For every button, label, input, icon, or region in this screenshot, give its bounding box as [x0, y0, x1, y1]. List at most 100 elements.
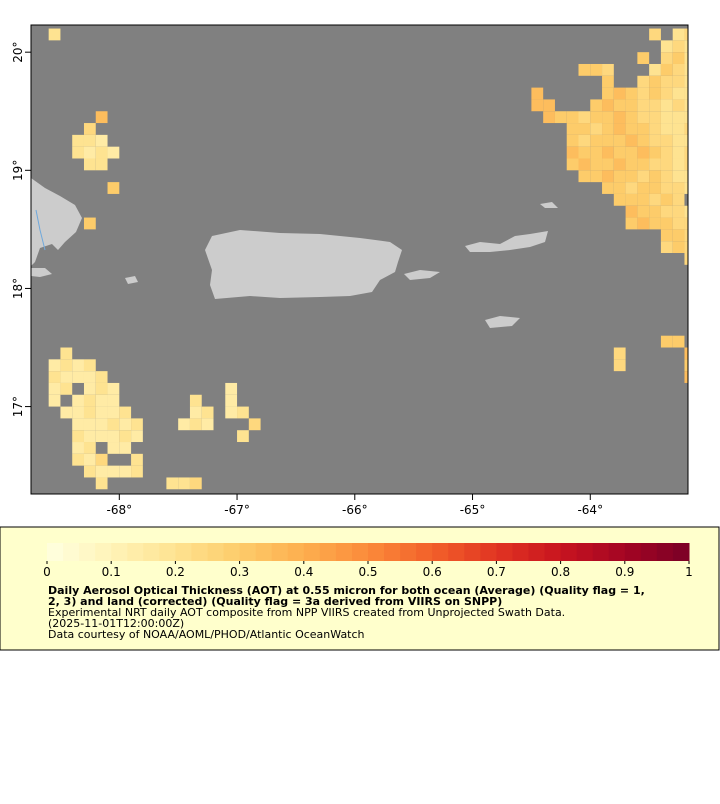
aot-cell	[684, 217, 688, 230]
aot-cell	[660, 217, 673, 230]
aot-cell	[672, 182, 685, 194]
aot-cell	[590, 158, 603, 171]
aot-cell	[660, 241, 673, 254]
colorbar-tick-label: 0.4	[294, 565, 313, 579]
aot-cell	[684, 205, 688, 218]
aot-cell	[60, 359, 73, 372]
y-tick-label: 20°	[11, 42, 25, 63]
aot-cell	[60, 406, 73, 419]
aot-cell	[613, 111, 626, 124]
aot-cell	[684, 170, 688, 183]
aot-cell	[649, 205, 661, 218]
aot-cell	[578, 146, 591, 159]
aot-cell	[72, 406, 84, 419]
aot-cell	[107, 418, 120, 431]
legend-note: Experimental NRT daily AOT composite fro…	[48, 606, 565, 619]
aot-cell	[613, 359, 626, 372]
aot-cell	[660, 134, 673, 147]
aot-cell	[602, 99, 614, 112]
aot-cell	[660, 182, 673, 194]
aot-cell	[625, 182, 638, 194]
aot-cell	[649, 63, 661, 76]
aot-cell	[83, 418, 96, 431]
aot-cell	[660, 205, 673, 218]
colorbar-swatch	[351, 543, 369, 561]
aot-cell	[684, 134, 688, 147]
aot-cell	[649, 123, 661, 135]
aot-cell	[625, 87, 638, 100]
aot-cell	[625, 158, 638, 171]
aot-cell	[684, 359, 688, 372]
colorbar-swatch	[335, 543, 353, 561]
aot-cell	[684, 146, 688, 159]
aot-cell	[660, 52, 673, 64]
aot-cell	[672, 205, 685, 218]
aot-cell	[684, 123, 688, 135]
colorbar-swatch	[287, 543, 305, 561]
aot-cell	[660, 193, 673, 206]
colorbar-swatch	[319, 543, 337, 561]
colorbar-tick-label: 0.7	[487, 565, 506, 579]
colorbar-tick-label: 0.1	[102, 565, 121, 579]
aot-cell	[649, 28, 661, 41]
aot-cell	[48, 371, 61, 383]
colorbar-swatch	[207, 543, 225, 561]
aot-cell	[660, 123, 673, 135]
legend-note: Data courtesy of NOAA/AOML/PHOD/Atlantic…	[48, 628, 365, 641]
aot-cell	[637, 205, 650, 218]
aot-cell	[531, 87, 544, 100]
aot-cell	[566, 134, 579, 147]
aot-cell	[602, 111, 614, 124]
aot-cell	[684, 229, 688, 242]
colorbar-swatch	[271, 543, 289, 561]
aot-cell	[637, 146, 650, 159]
aot-cell	[189, 477, 202, 490]
aot-cell	[131, 453, 143, 466]
aot-cell	[613, 193, 626, 206]
legend: 0 0.1 0.2 0.3 0.4 0.5 0.6 0.7 0.8 0.9 1 Daily Aeros…	[43, 543, 693, 641]
aot-cell	[672, 241, 685, 254]
colorbar-swatch	[255, 543, 273, 561]
colorbar-swatch	[191, 543, 208, 561]
aot-cell	[107, 442, 120, 454]
aot-cell	[649, 158, 661, 171]
aot-cell	[637, 75, 650, 88]
aot-cell	[649, 99, 661, 112]
aot-cell	[684, 28, 688, 41]
aot-cell	[672, 335, 685, 348]
aot-cell	[602, 75, 614, 88]
aot-cell	[201, 418, 214, 431]
anguilla	[540, 202, 558, 208]
aot-cell	[649, 111, 661, 124]
aot-cell	[83, 217, 96, 230]
aot-cell	[131, 418, 143, 431]
aot-cell	[660, 87, 673, 100]
aot-cell	[48, 359, 61, 372]
colorbar-swatch	[528, 543, 546, 561]
aot-cell	[625, 99, 638, 112]
aot-cell	[83, 430, 96, 443]
aot-cell	[178, 477, 190, 490]
colorbar-swatch	[640, 543, 658, 561]
aot-cell	[119, 406, 132, 419]
x-tick-label: -65°	[460, 503, 486, 517]
aot-cell	[602, 87, 614, 100]
aot-cell	[95, 477, 108, 490]
aot-cell	[649, 134, 661, 147]
aot-cell	[649, 87, 661, 100]
aot-cell	[566, 158, 579, 171]
aot-cell	[131, 465, 143, 478]
aot-cell	[590, 134, 603, 147]
aot-cell	[95, 394, 108, 407]
aot-cell	[83, 394, 96, 407]
aot-cell	[95, 453, 108, 466]
aot-cell	[684, 52, 688, 64]
colorbar-swatch	[159, 543, 176, 561]
aot-cell	[613, 347, 626, 360]
aot-cell	[637, 158, 650, 171]
aot-cell	[72, 359, 84, 372]
colorbar-tick-label: 0.6	[423, 565, 442, 579]
x-tick-label: -66°	[342, 503, 368, 517]
aot-cell	[637, 170, 650, 183]
aot-cell	[95, 134, 108, 147]
